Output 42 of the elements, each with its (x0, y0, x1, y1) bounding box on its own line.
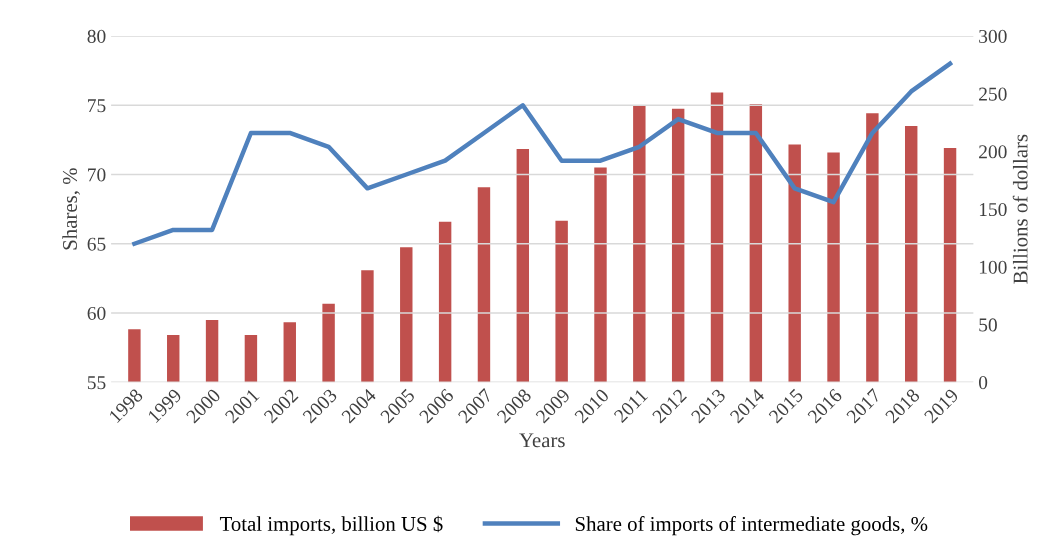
bar (749, 104, 763, 383)
bar (555, 220, 568, 383)
y-axis-title: Shares, % (62, 168, 80, 250)
y2-tick-label: 200 (979, 145, 1007, 159)
y-tick-label: 60 (87, 306, 106, 320)
bar (943, 147, 957, 383)
y2-tick-label: 100 (979, 260, 1007, 274)
legend-label: Share of imports of intermediate goods, % (575, 516, 928, 536)
y-tick-label: 70 (88, 168, 106, 182)
bar (671, 108, 685, 383)
bar (827, 152, 840, 383)
line-series (132, 61, 953, 246)
x-axis-title: Years (519, 433, 565, 448)
x-tick-label: 2011 (613, 388, 649, 424)
bar (477, 187, 491, 383)
bar (710, 92, 724, 383)
bar (905, 126, 918, 383)
y2-tick-label: 50 (979, 318, 997, 332)
bar (128, 329, 141, 383)
bar (400, 247, 413, 383)
y2-tick-label: 300 (979, 29, 1007, 43)
bar (244, 334, 258, 383)
legend-label: Total imports, billion US $ (219, 515, 443, 536)
bar (788, 144, 801, 383)
bar (438, 221, 452, 383)
bar (516, 149, 530, 383)
y-tick-label: 75 (88, 99, 106, 113)
bar (283, 322, 296, 383)
y2-axis-title: Billions of dollars (1012, 134, 1028, 284)
bar (866, 113, 879, 383)
y-tick-label: 55 (87, 376, 106, 390)
y2-tick-label: 150 (979, 202, 1007, 217)
y-tick-label: 80 (87, 29, 106, 43)
bar (633, 105, 646, 383)
bar (205, 319, 219, 383)
bar (361, 270, 374, 383)
y-tick-label: 65 (87, 237, 106, 251)
y2-tick-label: 0 (978, 376, 988, 390)
bar (594, 167, 607, 383)
bar (322, 303, 335, 383)
bar (167, 334, 180, 383)
y2-tick-label: 250 (979, 87, 1007, 101)
